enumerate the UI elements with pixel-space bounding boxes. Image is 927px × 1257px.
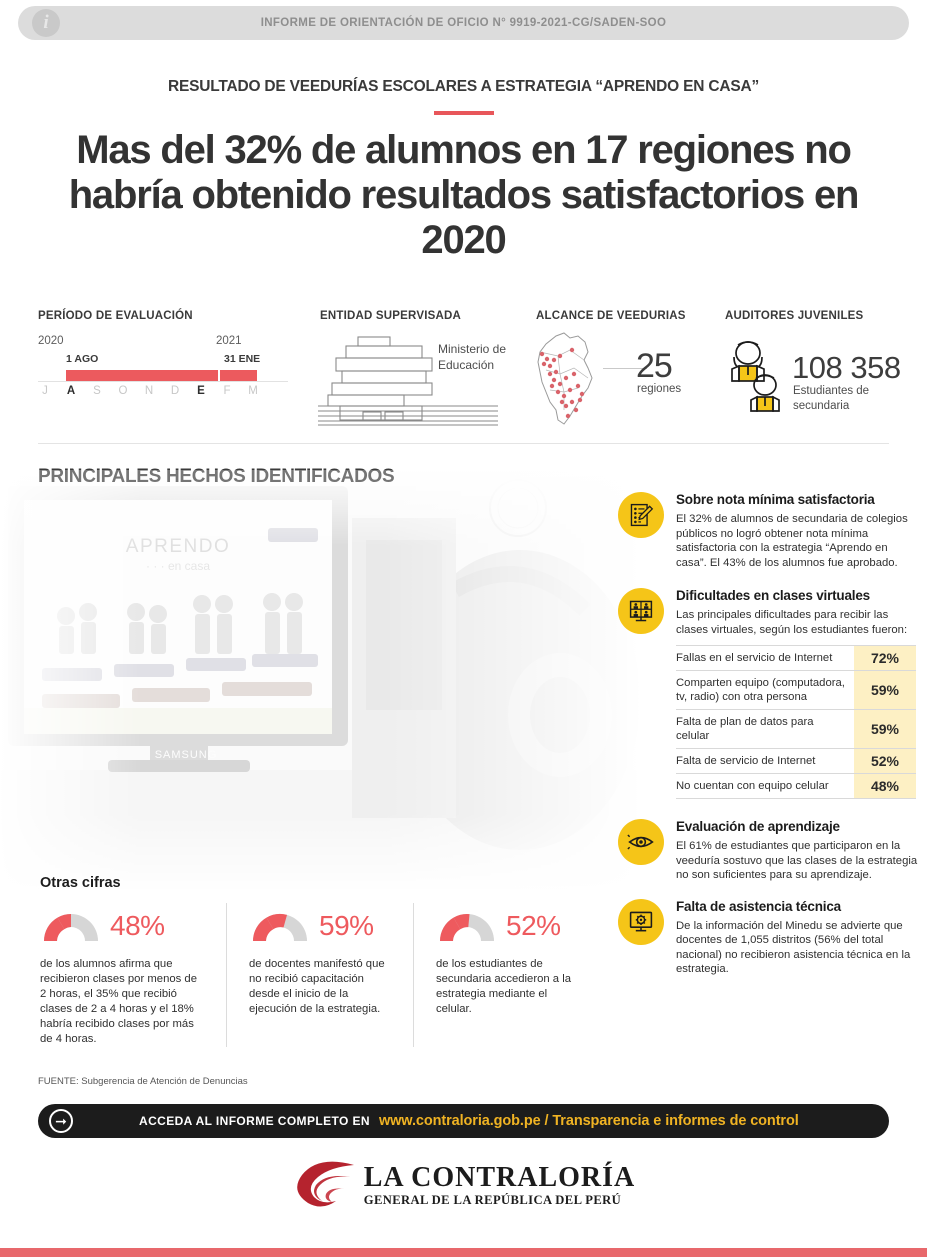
- otras-cifras-list: 48% de los alumnos afirma que recibieron…: [40, 903, 600, 1047]
- timeline-month-O: O: [118, 385, 128, 397]
- difficulty-value: 48%: [854, 773, 916, 799]
- source-note: FUENTE: Subgerencia de Atención de Denun…: [38, 1076, 248, 1087]
- stats-divider: [38, 443, 889, 444]
- cta-url[interactable]: www.contraloria.gob.pe / Transparencia e…: [378, 1113, 799, 1129]
- page-title: Mas del 32% de alumnos en 17 regiones no…: [68, 128, 860, 262]
- fact-title: Sobre nota mínima satisfactoria: [676, 492, 875, 507]
- cifra-percent: 59%: [319, 910, 374, 941]
- cifra-percent: 52%: [506, 910, 561, 941]
- difficulty-value: 72%: [854, 645, 916, 671]
- timeline-month-J: J: [42, 385, 48, 397]
- fact-text: Las principales dificultades para recibi…: [676, 609, 908, 636]
- period-title: PERÍODO DE EVALUACIÓN: [38, 310, 193, 322]
- contraloria-logo: LA CONTRALORÍA GENERAL DE LA REPÚBLICA D…: [0, 1150, 927, 1220]
- table-row: Fallas en el servicio de Internet 72%: [676, 645, 916, 671]
- kicker-divider: [433, 111, 494, 115]
- auditors-unit: Estudiantes de secundaria: [793, 385, 870, 412]
- entity-title: ENTIDAD SUPERVISADA: [320, 310, 461, 322]
- fact-title: Falta de asistencia técnica: [676, 898, 841, 914]
- eye-icon: [618, 819, 664, 865]
- timeline-month-M: M: [248, 385, 258, 397]
- cifra-text: de los alumnos afirma que recibieron cla…: [40, 958, 197, 1045]
- timeline-bar-tail: [220, 370, 257, 381]
- half-donut-gauge-icon: [43, 913, 98, 941]
- fact-nota-minima: Sobre nota mínima satisfactoria El 32% d…: [618, 492, 918, 570]
- fact-dificultades: Dificultades en clases virtuales Las pri…: [618, 588, 918, 799]
- table-row: No cuentan con equipo celular 48%: [676, 773, 916, 799]
- timeline-year-end: 2021: [216, 335, 242, 347]
- stats-strip: PERÍODO DE EVALUACIÓN 2020 2021 1 AGO 31…: [0, 305, 927, 445]
- half-donut-gauge-icon: [253, 913, 307, 941]
- fact-text: El 61% de estudiantes que participaron e…: [676, 840, 918, 881]
- report-code-bar: i INFORME DE ORIENTACIÓN DE OFICIO N° 99…: [18, 6, 909, 40]
- timeline-label-end: 31 ENE: [224, 353, 261, 365]
- timeline-month-labels: J A S O N D E F M: [38, 385, 288, 407]
- logo-sub-text: GENERAL DE LA REPÚBLICA DEL PERÚ: [363, 1192, 622, 1207]
- cta-banner[interactable]: ➞ ACCEDA AL INFORME COMPLETO EN www.cont…: [38, 1104, 889, 1138]
- fact-asistencia-tecnica: Falta de asistencia técnica De la inform…: [618, 898, 918, 977]
- info-icon: i: [32, 9, 60, 37]
- arrow-right-circle-icon: ➞: [49, 1109, 73, 1133]
- difficulty-label: Fallas en el servicio de Internet: [676, 645, 854, 671]
- bottom-accent-bar: [0, 1248, 927, 1257]
- map-connector-line: [603, 368, 647, 369]
- timeline-year-start: 2020: [38, 335, 64, 347]
- difficulty-label: Falta de plan de datos para celular: [676, 709, 854, 749]
- student-at-computer-photo: APRENDO · · · en casa: [0, 470, 640, 890]
- timeline-month-D: D: [170, 385, 180, 397]
- timeline-month-E: E: [197, 385, 205, 397]
- virtual-classroom-grid-icon: [618, 588, 664, 634]
- cifra-percent: 48%: [110, 910, 165, 941]
- fact-evaluacion: Evaluación de aprendizaje El 61% de estu…: [618, 819, 918, 883]
- difficulties-table: Fallas en el servicio de Internet 72% Co…: [676, 645, 916, 799]
- fact-text: De la información del Minedu se advierte…: [676, 919, 911, 976]
- difficulty-value: 59%: [854, 670, 916, 710]
- cta-prefix: ACCEDA AL INFORME COMPLETO EN: [139, 1114, 370, 1128]
- fact-title: Evaluación de aprendizaje: [676, 819, 840, 834]
- otras-cifras-title: Otras cifras: [40, 875, 121, 891]
- difficulty-value: 59%: [854, 709, 916, 749]
- logo-main-text: LA CONTRALORÍA: [363, 1161, 636, 1193]
- difficulty-label: No cuentan con equipo celular: [676, 773, 854, 799]
- scope-value: 25: [636, 347, 673, 385]
- difficulty-label: Falta de servicio de Internet: [676, 748, 854, 774]
- entity-name: Ministerio de Educación: [438, 342, 507, 372]
- report-code-text: INFORME DE ORIENTACIÓN DE OFICIO N° 9919…: [260, 17, 667, 29]
- timeline-track: [38, 370, 288, 382]
- clipboard-checklist-pencil-icon: [618, 492, 664, 538]
- timeline-month-N: N: [144, 385, 154, 397]
- evaluation-timeline: 2020 2021 1 AGO 31 ENE J A S O N D E F M: [38, 335, 288, 407]
- timeline-month-S: S: [93, 385, 101, 397]
- two-students-icon: [722, 333, 794, 423]
- timeline-month-F: F: [223, 385, 231, 397]
- kicker-text: RESULTADO DE VEEDURÍAS ESCOLARES A ESTRA…: [167, 78, 760, 95]
- scope-unit: regiones: [637, 383, 682, 395]
- monitor-gear-icon: [618, 898, 664, 945]
- government-building-icon: [318, 333, 498, 433]
- table-row: Comparten equipo (computadora, tv, radio…: [676, 670, 916, 710]
- peru-map-icon: [530, 330, 610, 430]
- half-donut-gauge-icon: [440, 913, 494, 941]
- table-row: Falta de servicio de Internet 52%: [676, 748, 916, 774]
- difficulty-label: Comparten equipo (computadora, tv, radio…: [676, 670, 854, 710]
- auditors-title: AUDITORES JUVENILES: [725, 310, 864, 322]
- timeline-month-A: A: [66, 385, 76, 397]
- timeline-bar-main: [66, 370, 218, 381]
- facts-column: Sobre nota mínima satisfactoria El 32% d…: [618, 492, 918, 984]
- cifra-item: 59% de docentes manifestó que no recibió…: [226, 903, 413, 1047]
- cifra-text: de docentes manifestó que no recibió cap…: [249, 958, 385, 1015]
- cifra-item: 52% de los estudiantes de secundaria acc…: [413, 903, 600, 1047]
- table-row: Falta de plan de datos para celular 59%: [676, 709, 916, 749]
- auditors-value: 108 358: [792, 350, 901, 385]
- scope-title: ALCANCE DE VEEDURIAS: [536, 310, 686, 322]
- cifra-text: de los estudiantes de secundaria accedie…: [436, 958, 572, 1015]
- cifra-item: 48% de los alumnos afirma que recibieron…: [40, 903, 226, 1047]
- fact-title: Dificultades en clases virtuales: [676, 588, 870, 603]
- timeline-label-start: 1 AGO: [66, 353, 99, 365]
- fact-text: El 32% de alumnos de secundaria de coleg…: [676, 513, 908, 569]
- difficulty-value: 52%: [854, 748, 916, 774]
- contraloria-swirl-logo-icon: [296, 1161, 354, 1207]
